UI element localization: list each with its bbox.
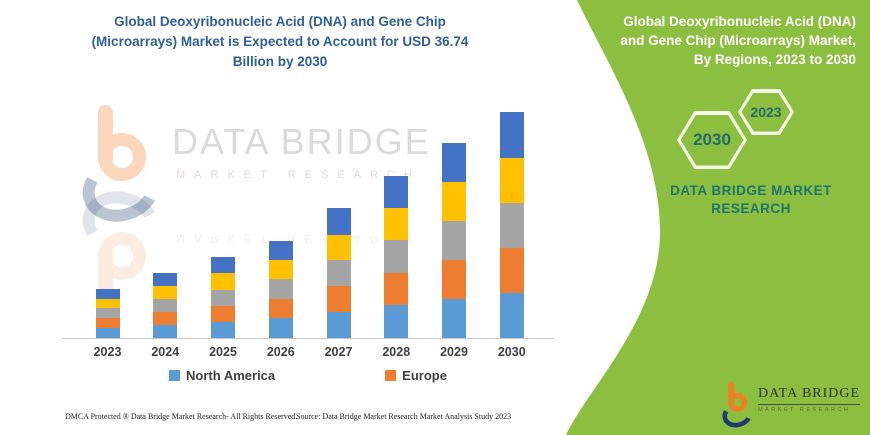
bar-segment-unlabeled-yellow [211,273,235,290]
bar-segment-unlabeled-gray [442,221,466,261]
bar-segment-unlabeled-darkblue [211,256,235,274]
bar-segment-unlabeled-yellow [384,208,409,241]
x-axis-labels: 2023 2024 2025 2026 2027 2028 2029 2030 [62,345,554,361]
bar-segment-europe [326,286,351,313]
legend-item-europe: Europe [385,368,447,383]
x-axis-label-2025: 2025 [209,345,237,359]
logo-icon [718,382,756,432]
watermark-brand-text: DATA BRIDGE [172,121,431,162]
x-axis-label-2026: 2026 [266,345,295,359]
brand-text: DATA BRIDGE MARKET RESEARCH [670,183,832,216]
bar-segment-europe [211,306,235,322]
bar-segment-north-america [326,312,351,338]
bar-2028 [384,176,409,338]
x-axis-label-2029: 2029 [440,345,468,359]
bar-segment-europe [153,312,178,326]
bar-segment-unlabeled-darkblue [268,240,293,260]
bar-2026 [268,240,293,338]
x-axis-label-2023: 2023 [93,345,122,359]
bar-segment-unlabeled-gray [268,278,293,299]
bar-segment-unlabeled-gray [153,299,178,313]
footer-source-text: Source: Data Bridge Market Research Mark… [296,412,512,421]
bar-segment-unlabeled-darkblue [95,288,120,299]
bar-segment-north-america [95,328,120,338]
bar-segment-unlabeled-darkblue [153,272,178,286]
logo-sub-text: MARKET RESEARCH [758,407,851,413]
plot-area [62,100,554,339]
bar-2029 [442,142,466,338]
bar-segment-unlabeled-yellow [153,285,178,300]
bar-2023 [95,288,120,338]
bar-segment-europe [499,248,524,294]
logo-brand-text: DATA BRIDGE [758,386,861,405]
bar-segment-unlabeled-yellow [268,259,293,279]
bar-segment-north-america [442,299,466,338]
hexagon-2023-label: 2023 [741,92,791,132]
logo-b-bowl-icon [728,392,748,412]
bar-segment-europe [384,272,409,306]
hexagon-2030-label: 2030 [680,114,744,166]
x-axis-label-2027: 2027 [324,345,353,359]
hexagon-2030: 2030 [677,111,747,169]
legend-label: North America [186,368,276,383]
green-panel: Global Deoxyribonucleic Acid (DNA) and G… [540,0,870,435]
bar-2025 [211,256,235,338]
bar-segment-north-america [211,322,235,338]
bar-segment-unlabeled-yellow [499,157,524,203]
stacked-bar-chart: 2023 2024 2025 2026 2027 2028 2029 2030 North A… [62,100,554,400]
bar-segment-unlabeled-darkblue [442,142,466,183]
bar-segment-north-america [384,305,409,338]
bar-segment-north-america [153,325,178,338]
bar-segment-unlabeled-darkblue [499,112,524,158]
x-axis-label-2030: 2030 [497,345,526,359]
legend-label: Europe [402,368,447,383]
green-panel-shape [566,0,870,435]
bar-2024 [153,272,178,338]
watermark-logo-icon [74,105,168,232]
bar-2030 [499,112,524,338]
bar-segment-unlabeled-darkblue [326,208,351,235]
bar-segment-europe [442,260,466,300]
bar-segment-unlabeled-gray [326,260,351,287]
x-axis-label-2024: 2024 [151,345,180,359]
bar-segment-unlabeled-darkblue [384,176,409,209]
bar-segment-europe [268,298,293,319]
footer-dmca-text: DMCA Protected ® Data Bridge Market Rese… [65,412,298,421]
legend-item-north-america: North America [169,368,275,383]
bar-segment-unlabeled-gray [95,308,120,319]
panel-title: Global Deoxyribonucleic Acid (DNA) and G… [620,14,856,67]
logo-b-bowl-icon [98,133,146,181]
bar-segment-north-america [268,318,293,338]
bar-segment-north-america [499,293,524,338]
legend: North America Europe [62,368,554,383]
dbmr-logo: DATA BRIDGE MARKET RESEARCH [718,382,861,432]
bar-segment-unlabeled-yellow [95,298,120,309]
bar-segment-europe [95,318,120,329]
bar-2027 [326,208,351,338]
bar-segment-unlabeled-yellow [442,182,466,222]
watermark: DATA BRIDGE MARKET RESEARCH MARKET RESEA… [74,105,429,308]
x-axis-label-2028: 2028 [382,345,411,359]
bar-segment-unlabeled-gray [499,202,524,249]
bar-segment-unlabeled-gray [384,240,409,273]
chart-title: Global Deoxyribonucleic Acid (DNA) and G… [91,14,469,69]
watermark-sub-text: MARKET RESEARCH [176,169,421,181]
legend-swatch-icon [385,370,397,381]
bar-segment-unlabeled-gray [211,290,235,306]
bar-segment-unlabeled-yellow [326,234,351,261]
legend-swatch-icon [169,370,181,381]
